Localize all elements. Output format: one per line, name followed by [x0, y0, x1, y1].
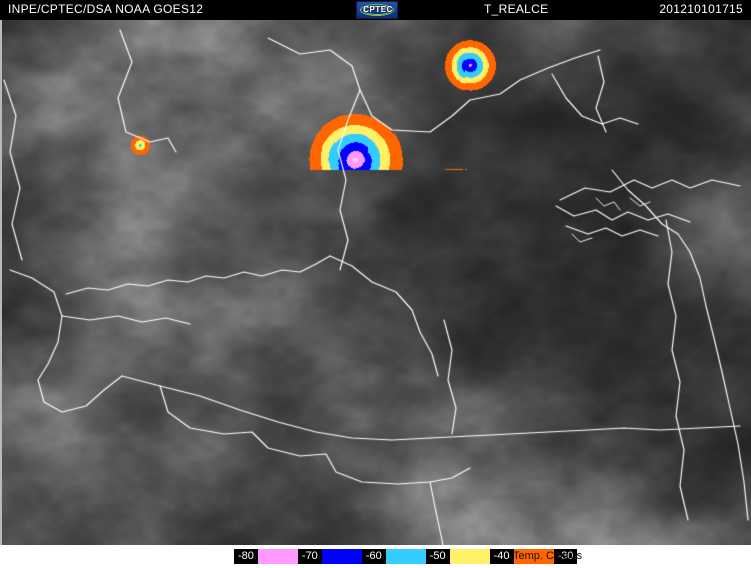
cptec-logo: CPTEC	[356, 1, 398, 19]
legend-swatch--40	[513, 549, 554, 564]
source-label: INPE/CPTEC/DSA NOAA GOES12	[8, 2, 204, 16]
legend-swatch--60	[385, 549, 426, 564]
product-label: T_REALCE	[484, 2, 549, 16]
logo-inner-ring	[363, 5, 391, 15]
legend-label--70: -70	[297, 549, 322, 564]
legend-swatch--50	[449, 549, 490, 564]
legend-swatch--70	[321, 549, 362, 564]
timestamp-label: 201210101715	[659, 2, 743, 16]
logo-text: CPTEC	[363, 5, 393, 14]
legend-label--50: -50	[425, 549, 450, 564]
image-frame-edge	[0, 20, 2, 545]
legend-label--40: -40	[489, 549, 514, 564]
satellite-image	[0, 20, 751, 545]
logo-outer-ring	[360, 4, 394, 16]
legend-label--30: -30	[553, 549, 578, 564]
legend-label--80: -80	[234, 549, 258, 564]
legend-scale: -80 -70 -60 -50 -40 -30	[234, 549, 578, 564]
satellite-canvas	[0, 20, 751, 545]
header-bar: INPE/CPTEC/DSA NOAA GOES12 CPTEC T_REALC…	[0, 0, 751, 20]
legend-swatch--80	[257, 549, 298, 564]
legend-label--60: -60	[361, 549, 386, 564]
legend-caption: Temp. Celsius	[513, 550, 583, 562]
temperature-legend: -80 -70 -60 -50 -40 -30 Temp. Celsius	[0, 545, 751, 568]
